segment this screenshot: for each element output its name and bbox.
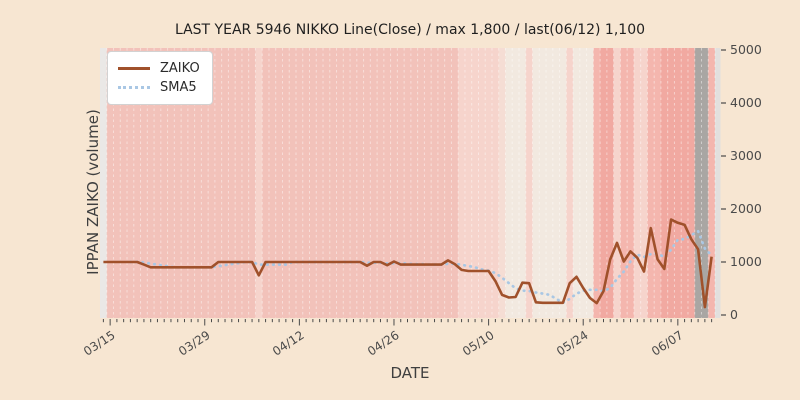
y-tick-label: 5000 <box>730 42 762 57</box>
chart-title: LAST YEAR 5946 NIKKO Line(Close) / max 1… <box>174 22 646 38</box>
y-tick-label: 3000 <box>730 148 762 163</box>
sma5-dotted-line-icon <box>118 86 150 89</box>
legend-item-zaiko: ZAIKO <box>118 59 200 78</box>
zaiko-line-icon <box>118 67 150 70</box>
legend-label: ZAIKO <box>160 61 200 76</box>
y-tick-label: 1000 <box>730 254 762 269</box>
y-tick-label: 0 <box>730 307 738 322</box>
legend-item-sma5: SMA5 <box>118 78 200 97</box>
x-axis-label: DATE <box>390 364 430 382</box>
legend-label: SMA5 <box>160 80 197 95</box>
y-axis-label: IPPAN ZAIKO (volume) <box>84 109 102 275</box>
y-tick-label: 4000 <box>730 95 762 110</box>
legend: ZAIKO SMA5 <box>107 51 213 105</box>
y-tick-label: 2000 <box>730 201 762 216</box>
